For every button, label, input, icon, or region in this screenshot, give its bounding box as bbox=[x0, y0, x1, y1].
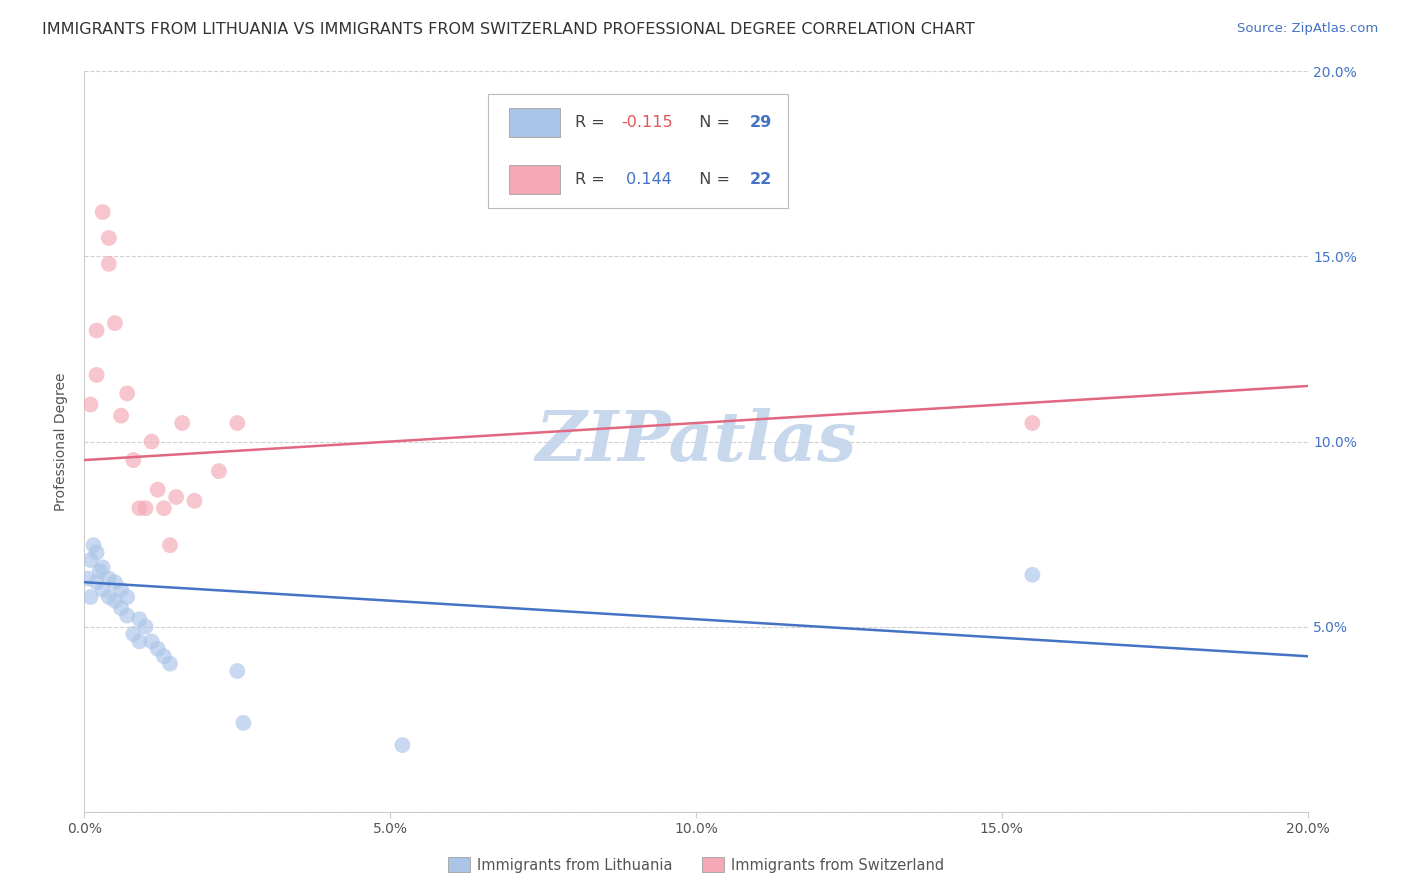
Point bbox=[135, 619, 157, 633]
Text: ZIPatlas: ZIPatlas bbox=[536, 408, 856, 475]
Point bbox=[128, 612, 150, 626]
Point bbox=[86, 545, 108, 560]
Point bbox=[128, 634, 150, 648]
Text: -0.115: -0.115 bbox=[621, 115, 673, 130]
Point bbox=[115, 608, 138, 623]
Text: Source: ZipAtlas.com: Source: ZipAtlas.com bbox=[1237, 22, 1378, 36]
Legend: Immigrants from Lithuania, Immigrants from Switzerland: Immigrants from Lithuania, Immigrants fr… bbox=[441, 851, 950, 879]
Point bbox=[91, 582, 114, 597]
Point bbox=[110, 409, 132, 423]
Point bbox=[146, 483, 169, 497]
Text: 22: 22 bbox=[749, 172, 772, 187]
Point bbox=[83, 538, 105, 552]
Point bbox=[104, 316, 127, 330]
Point bbox=[1021, 416, 1043, 430]
Point bbox=[146, 641, 169, 656]
Point bbox=[110, 582, 132, 597]
Point bbox=[391, 738, 413, 752]
FancyBboxPatch shape bbox=[488, 94, 787, 209]
Point bbox=[89, 564, 111, 578]
Point bbox=[79, 553, 101, 567]
Point bbox=[122, 627, 145, 641]
Text: R =: R = bbox=[575, 115, 610, 130]
Point bbox=[122, 453, 145, 467]
Point bbox=[159, 538, 181, 552]
Point bbox=[97, 257, 120, 271]
Point bbox=[86, 575, 108, 590]
Point bbox=[115, 386, 138, 401]
Point bbox=[135, 501, 157, 516]
Point bbox=[165, 490, 187, 504]
Point bbox=[226, 416, 249, 430]
Point bbox=[104, 593, 127, 607]
Point bbox=[91, 205, 114, 219]
Point bbox=[153, 501, 176, 516]
Point bbox=[97, 590, 120, 604]
FancyBboxPatch shape bbox=[509, 165, 560, 194]
Point bbox=[141, 434, 163, 449]
Point bbox=[172, 416, 194, 430]
Y-axis label: Professional Degree: Professional Degree bbox=[55, 372, 69, 511]
Point bbox=[97, 231, 120, 245]
Point bbox=[226, 664, 249, 678]
Text: R =: R = bbox=[575, 172, 610, 187]
Point bbox=[110, 601, 132, 615]
Point bbox=[86, 368, 108, 382]
Point bbox=[76, 572, 98, 586]
Point bbox=[97, 572, 120, 586]
Point bbox=[104, 575, 127, 590]
Text: N =: N = bbox=[689, 172, 735, 187]
Point bbox=[79, 398, 101, 412]
Text: IMMIGRANTS FROM LITHUANIA VS IMMIGRANTS FROM SWITZERLAND PROFESSIONAL DEGREE COR: IMMIGRANTS FROM LITHUANIA VS IMMIGRANTS … bbox=[42, 22, 974, 37]
Point bbox=[208, 464, 231, 478]
Point bbox=[183, 493, 205, 508]
FancyBboxPatch shape bbox=[509, 109, 560, 136]
Point bbox=[115, 590, 138, 604]
Text: 0.144: 0.144 bbox=[621, 172, 672, 187]
Text: N =: N = bbox=[689, 115, 735, 130]
Point bbox=[232, 715, 254, 730]
Point bbox=[79, 590, 101, 604]
Point bbox=[1021, 567, 1043, 582]
Text: 29: 29 bbox=[749, 115, 772, 130]
Point bbox=[91, 560, 114, 574]
Point bbox=[153, 649, 176, 664]
Point bbox=[141, 634, 163, 648]
Point bbox=[128, 501, 150, 516]
Point bbox=[159, 657, 181, 671]
Point bbox=[86, 324, 108, 338]
